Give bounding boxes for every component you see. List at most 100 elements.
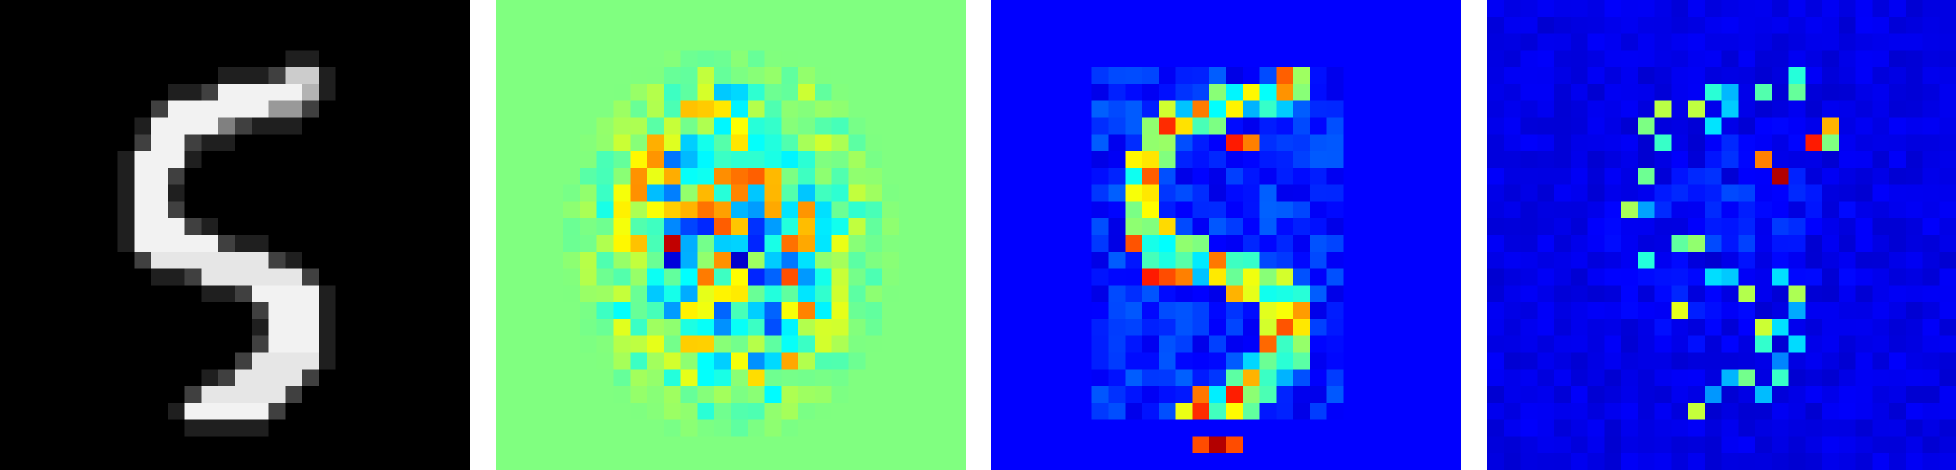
heatmap-cell [1838,67,1856,84]
heatmap-cell [1654,184,1672,202]
heatmap-cell [1487,33,1504,51]
heatmap-cell [1125,201,1143,219]
heatmap-cell [1309,100,1327,118]
heatmap-cell [1209,302,1226,319]
heatmap-cell [1838,352,1856,370]
image-pixel [285,268,303,286]
heatmap-cell [831,285,849,303]
heatmap-cell [1108,402,1126,420]
heatmap-cell [1554,167,1571,185]
heatmap-cell [1175,369,1193,387]
heatmap-cell [1688,318,1705,336]
heatmap-cell [1326,117,1344,135]
heatmap-cell [798,235,815,252]
heatmap-cell [1142,318,1159,336]
heatmap-cell [1822,285,1839,303]
heatmap-cell [1889,167,1906,185]
heatmap-cell [1688,0,1705,17]
heatmap-cell [663,369,681,387]
heatmap-cell [1604,167,1621,185]
heatmap-cell [1939,402,1956,420]
heatmap-cell [1604,50,1621,68]
heatmap-cell [1721,235,1739,252]
heatmap-cell [1688,285,1705,303]
heatmap-cell [1520,33,1538,51]
heatmap-cell [1226,83,1243,101]
heatmap-cell [731,251,748,269]
heatmap-cell [1587,419,1605,437]
heatmap-cell [680,419,698,437]
heatmap-cell [1637,167,1655,185]
heatmap-cell [1554,16,1571,34]
heatmap-cell [781,83,799,101]
heatmap-cell [1721,369,1739,387]
heatmap-cell [1939,83,1956,101]
heatmap-cell [1721,201,1739,219]
heatmap-cell [1125,151,1143,168]
heatmap-cell [1175,167,1193,185]
heatmap-cell [814,167,832,185]
heatmap-cell [764,352,782,370]
heatmap-cell [1688,419,1705,437]
heatmap-cell [1520,419,1538,437]
heatmap-cell [1293,100,1310,118]
heatmap-cell [1788,16,1806,34]
heatmap-cell [630,117,648,135]
heatmap-cell [814,268,832,286]
heatmap-cell [1604,184,1621,202]
heatmap-cell [1939,352,1956,370]
heatmap-cell [1293,134,1310,152]
heatmap-cell [613,83,631,101]
image-pixel [201,117,219,135]
heatmap-cell [764,117,782,135]
heatmap-cell [697,268,715,286]
heatmap-cell [764,83,782,101]
heatmap-cell [1855,235,1873,252]
heatmap-cell [697,167,715,185]
image-pixel [184,419,202,437]
heatmap-cell [579,251,597,269]
heatmap-cell [647,302,664,319]
image-pixel [251,83,269,101]
heatmap-cell [1805,386,1822,403]
heatmap-cell [630,302,648,319]
heatmap-cell [1326,402,1344,420]
heatmap-cell [1309,318,1327,336]
heatmap-cell [1158,302,1176,319]
heatmap-cell [1209,201,1226,219]
heatmap-cell [1822,184,1839,202]
heatmap-cell [1309,386,1327,403]
heatmap-cell [798,352,815,370]
heatmap-cell [1755,419,1772,437]
heatmap-cell [1587,386,1605,403]
heatmap-cell [1822,419,1839,437]
heatmap-cell [1838,386,1856,403]
heatmap-cell [1503,453,1521,470]
heatmap-cell [1838,50,1856,68]
heatmap-cell [1242,83,1260,101]
heatmap-cell [680,117,698,135]
heatmap-cell [1788,352,1806,370]
heatmap-cell [1939,268,1956,286]
heatmap-cell [1738,369,1755,387]
heatmap-cell [814,318,832,336]
heatmap-cell [1788,251,1806,269]
heatmap-cell [663,184,681,202]
heatmap-cell [1091,151,1109,168]
heatmap-cell [1905,0,1923,17]
heatmap-cell [1209,318,1226,336]
heatmap-cell [1242,167,1260,185]
heatmap-cell [731,335,748,353]
heatmap-cell [1537,184,1554,202]
heatmap-cell [1520,386,1538,403]
heatmap-cell [1637,218,1655,235]
image-pixel [251,67,269,84]
image-pixel [201,251,219,269]
heatmap-cell [1838,436,1856,454]
heatmap-cell [1771,50,1789,68]
heatmap-cell [630,268,648,286]
heatmap-cell [1721,134,1739,152]
heatmap-cell [1721,251,1739,269]
heatmap-cell [1309,134,1327,152]
heatmap-cell [1721,167,1739,185]
